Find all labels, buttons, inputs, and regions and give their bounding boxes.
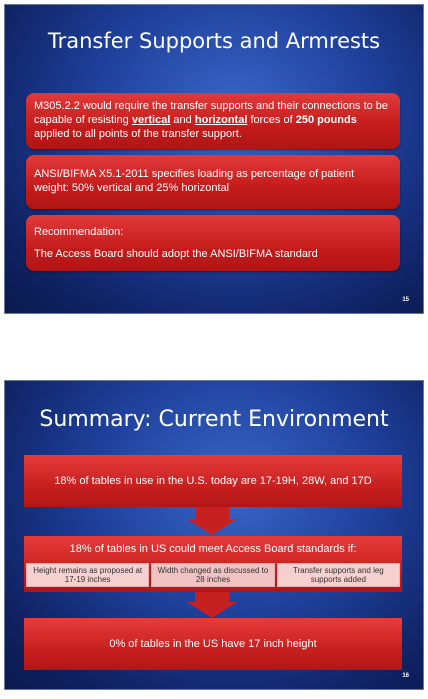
result-text: 0% of tables in the US have 17 inch heig… bbox=[109, 638, 317, 650]
recommendation-heading: Recommendation: bbox=[34, 226, 124, 238]
requirement-text-3: applied to all points of the transfer su… bbox=[34, 128, 242, 140]
slide-15: Transfer Supports and Armrests M305.2.2 … bbox=[4, 4, 424, 314]
ansi-box: ANSI/BIFMA X5.1-2011 specifies loading a… bbox=[26, 155, 400, 209]
force-value: 250 pounds bbox=[295, 114, 357, 126]
slide-title: Transfer Supports and Armrests bbox=[47, 29, 381, 53]
ansi-text: ANSI/BIFMA X5.1-2011 specifies loading a… bbox=[34, 168, 355, 194]
down-arrow-icon bbox=[187, 519, 237, 535]
horizontal-term: horizontal bbox=[194, 114, 248, 126]
requirement-and: and bbox=[170, 114, 195, 126]
conditions-box: 18% of tables in US could meet Access Bo… bbox=[24, 536, 402, 592]
page-number: 16 bbox=[402, 673, 409, 679]
condition-supports: Transfer supports and leg supports added bbox=[276, 563, 400, 587]
condition-width: Width changed as discussed to 28 inches bbox=[151, 563, 275, 587]
down-arrow-shaft bbox=[195, 592, 229, 604]
recommendation-text: The Access Board should adopt the ANSI/B… bbox=[34, 248, 318, 260]
requirement-box: M305.2.2 would require the transfer supp… bbox=[26, 93, 400, 149]
down-arrow-shaft bbox=[195, 507, 229, 519]
conditions-heading: 18% of tables in US could meet Access Bo… bbox=[69, 543, 357, 555]
condition-height: Height remains as proposed at 17-19 inch… bbox=[26, 563, 150, 587]
down-arrow-icon bbox=[187, 602, 237, 618]
conditions-list: Height remains as proposed at 17-19 inch… bbox=[26, 563, 400, 587]
current-tables-box: 18% of tables in use in the U.S. today a… bbox=[24, 455, 402, 507]
recommendation-box: Recommendation: The Access Board should … bbox=[26, 215, 400, 271]
requirement-text-2: forces of bbox=[247, 114, 296, 126]
vertical-term: vertical bbox=[131, 114, 171, 126]
result-box: 0% of tables in the US have 17 inch heig… bbox=[24, 618, 402, 670]
current-tables-text: 18% of tables in use in the U.S. today a… bbox=[54, 475, 372, 487]
requirement-text-1: M305.2.2 would require the transfer supp… bbox=[34, 100, 389, 126]
page-number: 15 bbox=[402, 297, 409, 303]
slide-16: Summary: Current Environment 18% of tabl… bbox=[4, 380, 424, 690]
slide-title: Summary: Current Environment bbox=[39, 407, 389, 432]
